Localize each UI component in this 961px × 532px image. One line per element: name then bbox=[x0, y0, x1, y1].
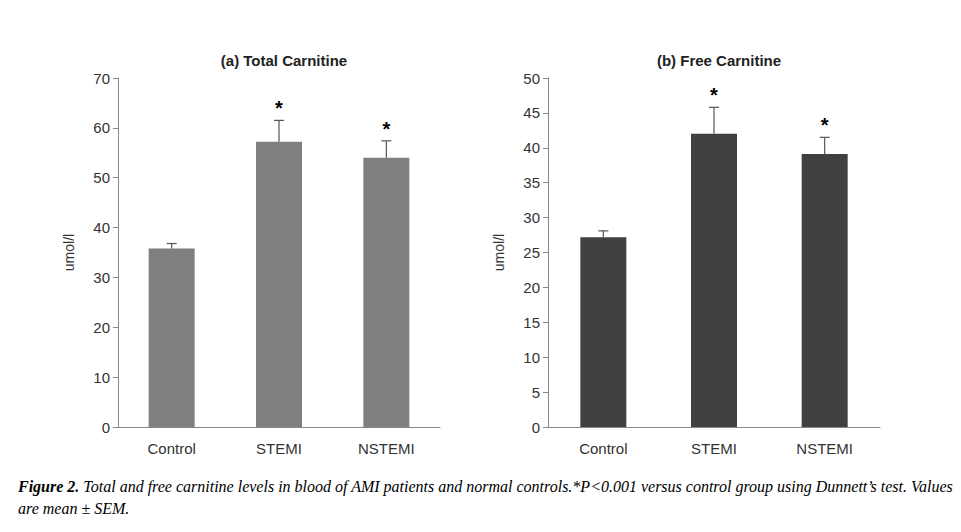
svg-text:20: 20 bbox=[523, 279, 540, 296]
svg-text:60: 60 bbox=[93, 119, 110, 136]
svg-text:5: 5 bbox=[532, 384, 540, 401]
svg-text:umol/l: umol/l bbox=[491, 234, 507, 271]
svg-text:45: 45 bbox=[523, 104, 540, 121]
svg-text:50: 50 bbox=[93, 169, 110, 186]
svg-text:Control: Control bbox=[147, 440, 195, 457]
html-text:Figure 2. Total and free carni: Figure 2. Total and free carnitine level… bbox=[18, 478, 953, 517]
svg-text:10: 10 bbox=[93, 369, 110, 386]
svg-text:*: * bbox=[275, 97, 283, 119]
svg-text:35: 35 bbox=[523, 174, 540, 191]
svg-text:0: 0 bbox=[102, 419, 110, 436]
svg-text:(b) Free Carnitine: (b) Free Carnitine bbox=[657, 52, 781, 69]
svg-text:10: 10 bbox=[523, 349, 540, 366]
svg-text:40: 40 bbox=[93, 219, 110, 236]
svg-text:15: 15 bbox=[523, 314, 540, 331]
svg-text:STEMI: STEMI bbox=[691, 440, 737, 457]
svg-text:*: * bbox=[821, 114, 829, 136]
svg-text:0: 0 bbox=[532, 419, 540, 436]
svg-text:20: 20 bbox=[93, 319, 110, 336]
svg-text:40: 40 bbox=[523, 139, 540, 156]
svg-text:50: 50 bbox=[523, 70, 540, 87]
svg-text:(a) Total Carnitine: (a) Total Carnitine bbox=[221, 52, 347, 69]
svg-text:*: * bbox=[710, 84, 718, 106]
svg-text:Control: Control bbox=[579, 440, 627, 457]
svg-text:NSTEMI: NSTEMI bbox=[796, 440, 853, 457]
svg-text:umol/l: umol/l bbox=[61, 234, 77, 271]
svg-text:30: 30 bbox=[523, 209, 540, 226]
svg-text:25: 25 bbox=[523, 244, 540, 261]
svg-text:NSTEMI: NSTEMI bbox=[358, 440, 415, 457]
svg-text:30: 30 bbox=[93, 269, 110, 286]
svg-text:70: 70 bbox=[93, 70, 110, 87]
svg-text:*: * bbox=[382, 118, 390, 140]
svg-text:STEMI: STEMI bbox=[256, 440, 302, 457]
